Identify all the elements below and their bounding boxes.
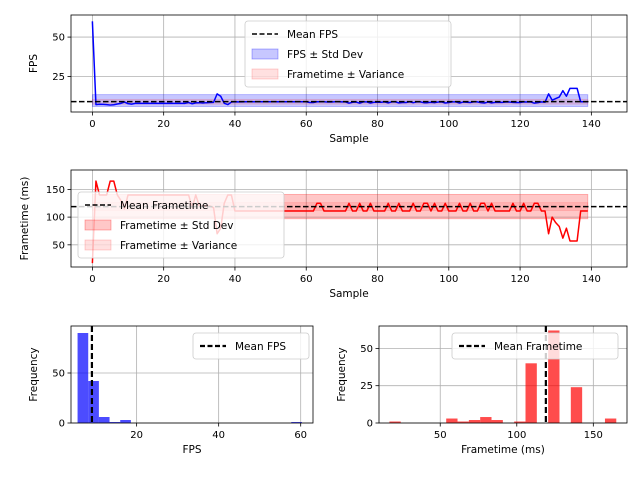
x-tick-label: 100 [507, 430, 526, 441]
histogram-bar [457, 421, 469, 423]
x-tick-label: 80 [371, 119, 384, 130]
x-tick-label: 80 [371, 274, 384, 285]
x-tick-label: 40 [229, 119, 242, 130]
x-axis-label: Frametime (ms) [461, 444, 545, 456]
y-axis-label: Frequency [28, 347, 40, 401]
legend-entry: Frametime ± Variance [120, 240, 237, 252]
x-tick-label: 120 [511, 119, 530, 130]
plot-frame [70, 169, 628, 268]
legend-swatch-patch [84, 219, 112, 231]
y-axis-label: FPS [28, 54, 40, 73]
y-tick-label: 50 [360, 344, 373, 355]
plot-frame [70, 14, 628, 113]
fps-line-panel: 0 20 40 60 80 100 120 140 25 50 Sample FPS Mean FPS F… [28, 14, 628, 145]
legend-frame [192, 332, 310, 360]
histogram-bar [548, 330, 560, 423]
legend-entry: Mean FPS [287, 29, 338, 41]
x-tick-label: 40 [229, 274, 242, 285]
x-tick-label: 140 [582, 119, 601, 130]
x-tick-label: 100 [439, 119, 458, 130]
legend-swatch-patch [251, 68, 279, 80]
legend-swatch-patch [84, 239, 112, 251]
x-tick-label: 100 [439, 274, 458, 285]
x-axis-label: Sample [329, 288, 368, 300]
y-tick-label: 0 [59, 419, 65, 430]
x-axis-label: FPS [182, 444, 201, 456]
x-tick-label: 0 [89, 274, 95, 285]
histogram-bar [468, 420, 481, 423]
histogram-bar [480, 417, 492, 423]
y-tick-label: 100 [46, 213, 65, 224]
frametime-line-panel: 0 20 40 60 80 100 120 140 50 100 150 Sample Frametim… [19, 169, 628, 300]
legend-swatch-patch [251, 48, 279, 60]
y-tick-label: 0 [367, 419, 373, 430]
plot-frame [378, 325, 628, 424]
x-tick-label: 150 [584, 430, 603, 441]
frametime-hist-panel: 50 100 150 0 25 50 Frametime (ms) Frequency Mean… [336, 325, 628, 456]
fps-hist-panel: 20 40 60 0 50 FPS Frequency Mean FPS [28, 325, 314, 456]
histogram-bar [525, 363, 537, 423]
x-axis-label: Sample [329, 133, 368, 145]
x-tick-label: 60 [300, 119, 313, 130]
x-tick-label: 50 [434, 430, 447, 441]
legend-entry: Mean FPS [235, 341, 286, 353]
y-tick-label: 150 [46, 185, 65, 196]
histogram-bar [604, 418, 617, 423]
x-tick-label: 60 [300, 274, 313, 285]
x-tick-label: 0 [89, 119, 95, 130]
x-tick-label: 20 [130, 430, 143, 441]
histogram-bar [514, 421, 526, 423]
histogram-bar [88, 381, 99, 423]
histogram-bar [446, 418, 458, 423]
legend-frame [244, 20, 452, 88]
legend-entry: Mean Frametime [494, 341, 582, 353]
histogram-bar [491, 420, 503, 423]
histogram-bar [77, 333, 89, 423]
x-tick-label: 140 [582, 274, 601, 285]
x-tick-label: 20 [157, 274, 170, 285]
y-tick-label: 50 [52, 240, 65, 251]
legend-frame [451, 332, 619, 360]
x-tick-label: 20 [157, 119, 170, 130]
histogram-bar [109, 422, 121, 423]
legend-entry: Frametime ± Std Dev [120, 220, 233, 232]
std-dev-band [91, 94, 589, 107]
histogram-bar [389, 421, 401, 423]
x-tick-label: 40 [212, 430, 225, 441]
x-tick-label: 60 [294, 430, 307, 441]
histogram-bar [291, 422, 302, 423]
y-tick-label: 25 [52, 72, 65, 83]
x-tick-label: 120 [511, 274, 530, 285]
y-tick-label: 50 [52, 33, 65, 44]
legend-entry: Frametime ± Variance [287, 69, 404, 81]
legend-entry: FPS ± Std Dev [287, 49, 363, 61]
histogram-bar [570, 387, 583, 423]
histogram-bar [120, 420, 131, 423]
legend-frame [77, 191, 285, 259]
plot-frame [70, 325, 314, 424]
y-tick-label: 50 [52, 369, 65, 380]
y-axis-label: Frequency [336, 347, 348, 401]
legend-entry: Mean Frametime [120, 200, 208, 212]
histogram-bar [98, 417, 110, 423]
y-tick-label: 25 [360, 381, 373, 392]
y-axis-label: Frametime (ms) [19, 177, 31, 261]
